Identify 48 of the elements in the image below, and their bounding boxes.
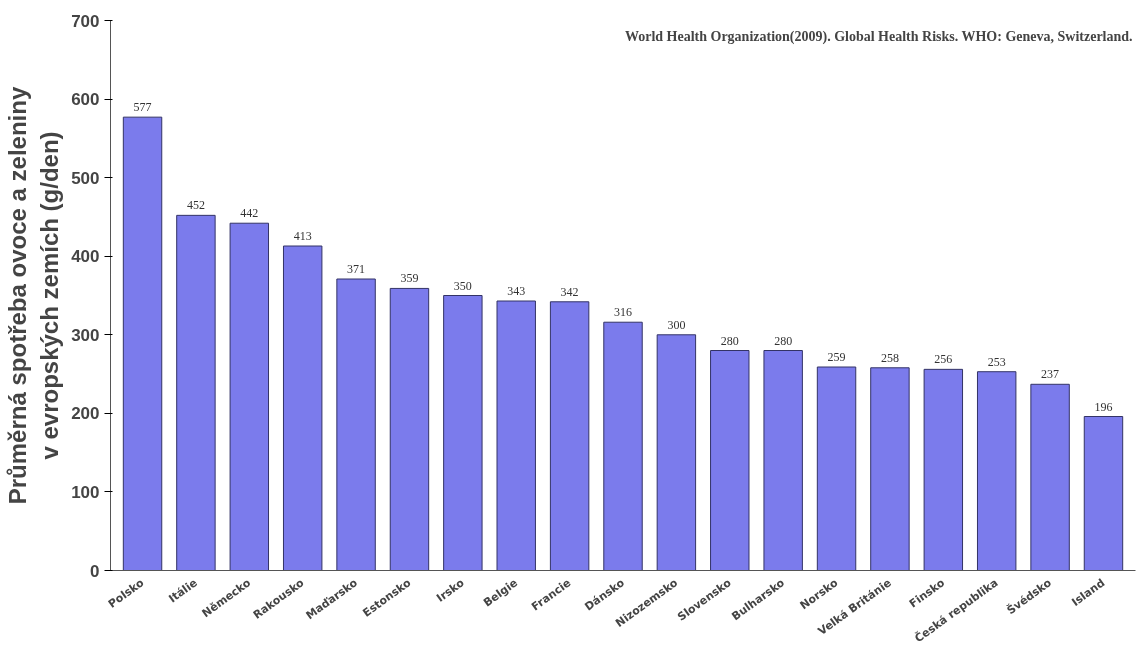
data-label: 359 [400,271,419,286]
data-label: 316 [614,305,632,320]
annotation: World Health Organization(2009). Global Health Risks. WHO: Geneva, Switzerland. [624,28,1133,45]
data-label: 371 [347,262,366,276]
bar [656,334,697,571]
bar [176,214,216,571]
data-label: 452 [186,198,205,213]
bar [976,371,1017,571]
y-tick-label: 200 [71,404,100,424]
y-tick-label: 300 [71,325,100,345]
data-label: 300 [667,317,686,332]
data-label: 413 [293,229,312,243]
bar [443,295,483,571]
data-label: 280 [720,333,739,348]
data-label: 258 [880,350,899,365]
bar [282,245,323,571]
data-label: 259 [827,350,846,364]
data-label: 280 [774,333,793,348]
y-tick-label: 700 [71,11,100,31]
data-label: 577 [133,100,152,115]
data-label: 342 [560,284,579,299]
data-label: 253 [987,354,1006,369]
y-tick-label: 400 [71,247,100,267]
bar [1083,416,1124,571]
bar [923,368,964,571]
data-label: 442 [240,206,259,221]
data-label: 343 [507,284,526,298]
bar [870,367,910,571]
bar [549,301,590,571]
data-label: 196 [1094,399,1113,414]
data-label: 256 [934,352,953,367]
y-tick-label: 100 [71,482,100,502]
bar [763,350,803,571]
y-tick-label: 600 [71,90,100,110]
data-label: 237 [1041,367,1060,382]
bar [122,116,163,571]
bar [1030,383,1070,571]
y-tick-label: 0 [90,561,100,581]
bar [816,366,857,571]
bar [496,300,536,571]
bar [710,350,750,571]
bar [229,222,270,571]
y-axis-title: Průměrná spotřeba ovoce a zeleniny v evropských zemích (g/den) [3,86,64,505]
bar [389,287,430,571]
y-tick-label: 500 [71,168,100,188]
bar [336,278,376,571]
data-label: 350 [453,278,472,293]
bar [603,321,643,571]
